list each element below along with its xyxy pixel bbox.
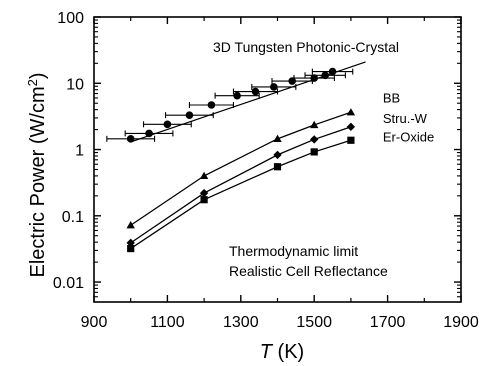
y-axis-title: Electric Power (W/cm2)	[25, 72, 49, 277]
data-point-photonic-crystal	[310, 74, 319, 82]
data-point-er-oxide	[347, 136, 355, 144]
data-point-photonic-crystal	[270, 83, 278, 91]
x-tick-label: 1700	[370, 314, 406, 331]
series-line-bb	[130, 111, 352, 226]
y-tick-label: 10	[66, 76, 84, 93]
x-tick-label: 1500	[296, 314, 332, 331]
data-point-bb	[346, 108, 356, 116]
series-line-stru-w	[130, 126, 352, 244]
data-point-photonic-crystal	[233, 91, 241, 100]
y-axis-title-superscript: 2	[25, 79, 40, 86]
data-point-photonic-crystal	[251, 87, 260, 96]
data-point-er-oxide	[310, 148, 318, 156]
data-point-stru-w	[273, 150, 282, 160]
axis-ticks	[93, 16, 462, 303]
y-tick-label: 100	[57, 10, 84, 27]
data-point-photonic-crystal	[321, 71, 330, 80]
data-point-photonic-crystal	[207, 101, 216, 109]
data-point-bb	[310, 120, 319, 129]
x-axis-title-variable: T	[260, 341, 274, 363]
series-label-stru-w: Stru.-W	[383, 111, 428, 126]
plot-area	[93, 16, 462, 303]
x-tick-label: 1300	[223, 314, 259, 331]
annotation-cell-reflectance: Realistic Cell Reflectance	[229, 263, 388, 279]
y-tick-label: 0.1	[62, 209, 84, 226]
data-point-er-oxide	[200, 196, 208, 204]
annotation-thermodynamic-limit: Thermodynamic limit	[229, 243, 358, 259]
x-tick-label: 1900	[443, 314, 479, 331]
plot-frame	[93, 16, 462, 303]
data-point-photonic-crystal	[163, 120, 172, 129]
data-point-bb	[199, 171, 209, 180]
y-tick-label: 0.01	[53, 275, 84, 292]
series-group	[106, 61, 366, 253]
x-axis-title: T (K)	[260, 341, 304, 363]
x-tick-label: 900	[81, 314, 108, 331]
series-label-er-oxide: Er-Oxide	[383, 129, 434, 144]
data-point-bb	[126, 221, 135, 229]
series-label-bb: BB	[383, 90, 400, 105]
data-point-stru-w	[199, 188, 209, 198]
y-tick-label: 1	[75, 143, 84, 160]
y-axis-title-main: Electric Power (W/cm	[27, 86, 49, 277]
data-point-photonic-crystal	[185, 111, 194, 119]
data-point-stru-w	[310, 135, 319, 144]
series-line-er-oxide	[130, 139, 352, 250]
x-tick-label: 1100	[150, 314, 185, 331]
data-point-er-oxide	[273, 163, 282, 171]
data-point-er-oxide	[127, 244, 135, 253]
y-axis-title-close: )	[27, 72, 49, 79]
annotation-photonic-crystal: 3D Tungsten Photonic-Crystal	[213, 39, 399, 55]
x-axis-title-unit: (K)	[272, 341, 304, 363]
tick-labels: 900 1100 1300 1500 1700 1900 0.01 0.1 1 10 100 BB St…	[53, 10, 479, 331]
data-point-bb	[273, 134, 282, 142]
data-point-photonic-crystal	[145, 129, 153, 138]
data-point-stru-w	[346, 122, 356, 132]
data-point-photonic-crystal	[126, 135, 135, 143]
data-point-photonic-crystal	[328, 67, 337, 76]
